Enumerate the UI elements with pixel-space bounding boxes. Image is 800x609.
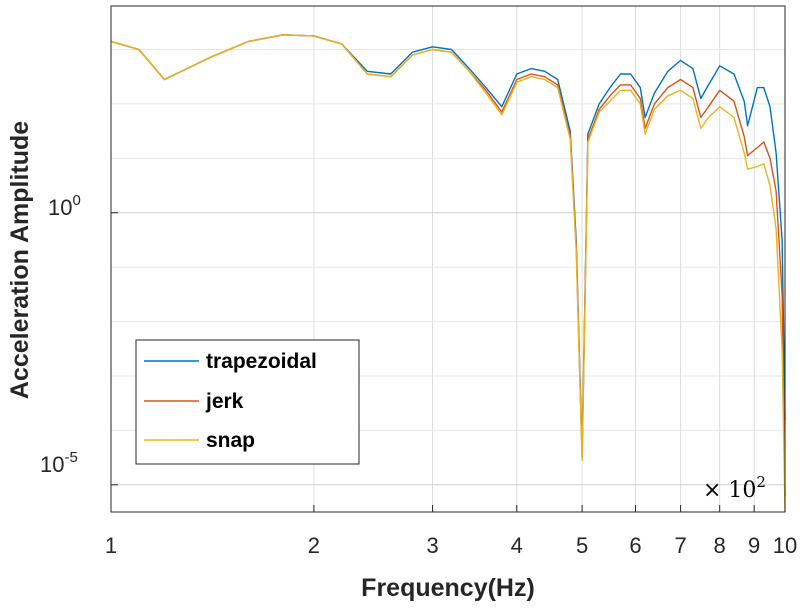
legend: trapezoidal jerk snap [135, 339, 360, 465]
x-tick-label-5: 5 [576, 533, 588, 558]
x-tick-label-3: 3 [426, 533, 438, 558]
x-tick-label-7: 7 [674, 533, 686, 558]
x-tick-labels: 1 2 3 4 5 6 7 8 9 10 [105, 533, 797, 558]
plot-frame [110, 5, 786, 513]
x-tick-label-1: 1 [105, 533, 117, 558]
x-tick-label-8: 8 [714, 533, 726, 558]
y-tick-label-1e0: 100 [48, 192, 81, 220]
x-axis-label: Frequency(Hz) [361, 574, 535, 602]
y-tick-labels: 100 10-5 [40, 192, 81, 477]
x-axis-exponent-multiplier: × 102 [703, 473, 766, 503]
x-tick-label-6: 6 [629, 533, 641, 558]
legend-label-jerk: jerk [205, 390, 244, 413]
legend-label-trapezoidal: trapezoidal [206, 350, 317, 373]
y-axis-label: Acceleration Amplitude [6, 121, 34, 399]
series-line-snap [110, 34, 786, 513]
x-tick-marks [110, 505, 786, 512]
y-tick-label-1e-5: 10-5 [40, 449, 78, 477]
x-tick-label-10: 10 [773, 533, 797, 558]
x-tick-label-9: 9 [748, 533, 760, 558]
x-tick-label-2: 2 [308, 533, 320, 558]
y-tick-marks [111, 212, 118, 486]
series-layer [110, 34, 786, 513]
legend-label-snap: snap [206, 429, 255, 452]
x-tick-label-4: 4 [511, 533, 523, 558]
